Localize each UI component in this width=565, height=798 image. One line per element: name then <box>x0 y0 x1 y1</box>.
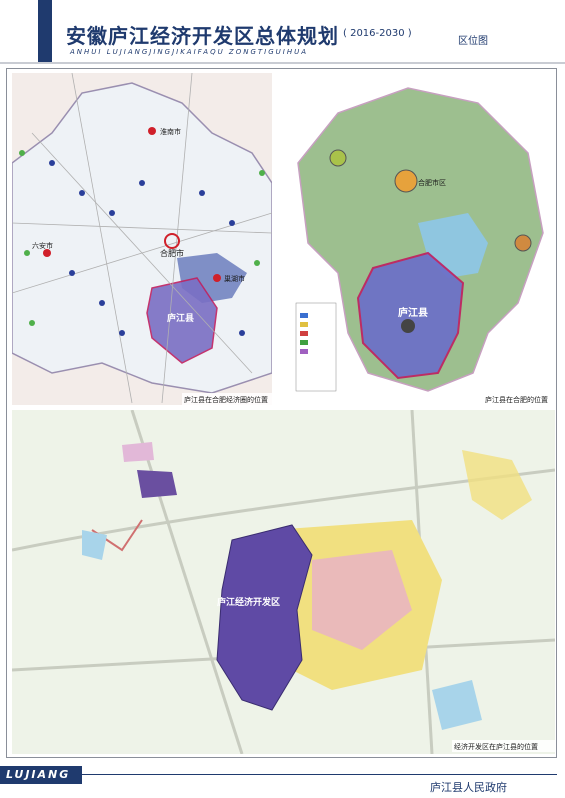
pie-icon <box>514 234 532 252</box>
roads <box>12 73 272 404</box>
caption-bg <box>182 393 272 405</box>
map-label: 庐江县 <box>398 306 428 319</box>
map-label: 合肥市区 <box>418 178 446 187</box>
subtitle: ANHUI LUJIANGJINGJIKAIFAQU ZONGTIGUIHUA <box>70 48 309 56</box>
map-caption: 庐江县在合肥经济圈的位置 <box>184 395 268 404</box>
header-block <box>38 0 52 62</box>
dots <box>49 160 245 336</box>
map-caption: 庐江县在合肥的位置 <box>485 395 548 404</box>
map-label: 庐江县 <box>167 312 194 324</box>
zone-area <box>216 524 313 711</box>
map-regional: 合肥市 六安市 淮南市 巢湖市 庐江县 庐江县在合肥经济圈的位置 <box>12 73 272 405</box>
footer-line <box>82 774 557 775</box>
map-caption: 经济开发区在庐江县的位置 <box>454 742 538 751</box>
map-label: 淮南市 <box>160 127 181 136</box>
water <box>432 680 482 730</box>
map-label: 六安市 <box>32 241 53 250</box>
county-area <box>356 251 465 380</box>
legend-swatches <box>300 313 308 354</box>
map-city: 合肥市区 庐江县 庐江县在合肥的位置 <box>278 73 555 405</box>
frame <box>6 68 557 758</box>
footer-org: 庐江县人民政府 <box>430 781 507 794</box>
footer-bar <box>0 766 82 784</box>
map-label: 巢湖市 <box>224 274 245 283</box>
caption-bg <box>483 393 555 405</box>
dots-green <box>19 150 265 326</box>
header-rule <box>0 62 565 64</box>
urban-area <box>312 550 412 650</box>
map-label: 庐江经济开发区 <box>217 596 280 608</box>
title: 安徽庐江经济开发区总体规划 <box>66 24 339 48</box>
section-label: 区位图 <box>458 36 488 47</box>
pie-icon <box>394 169 418 193</box>
zone-area <box>122 442 154 462</box>
zone-area <box>137 470 177 498</box>
caption-bg <box>452 740 555 752</box>
city-marker <box>164 233 180 249</box>
pie-icon <box>401 319 415 333</box>
water <box>82 530 107 560</box>
years: ( 2016-2030 ) <box>343 28 412 39</box>
pie-icon <box>329 149 347 167</box>
urban-area <box>462 450 532 520</box>
county-area <box>146 277 218 364</box>
footer-logo: LUJIANG <box>6 768 71 781</box>
map-label: 合肥市 <box>160 248 184 258</box>
city-marker <box>148 127 156 135</box>
city-marker <box>213 274 221 282</box>
city-marker <box>43 249 51 257</box>
map-zone: 庐江经济开发区 经济开发区在庐江县的位置 <box>12 410 555 754</box>
